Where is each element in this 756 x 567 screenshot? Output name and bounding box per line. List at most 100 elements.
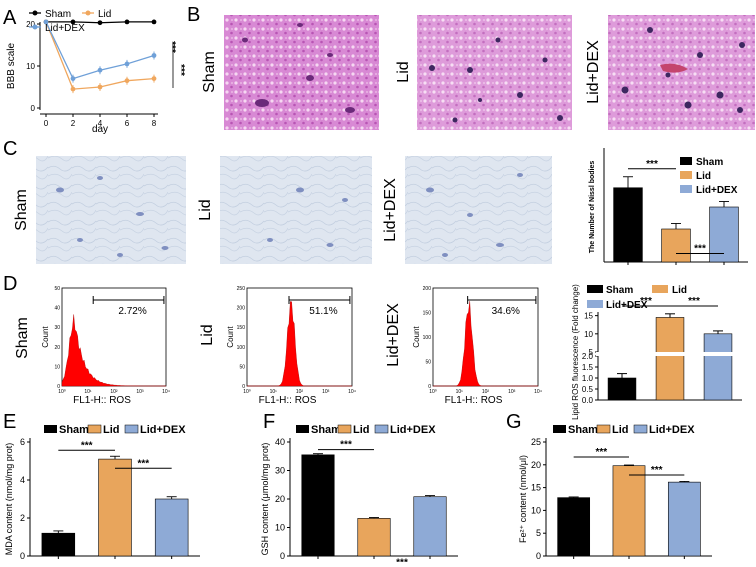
data-point: [70, 19, 76, 25]
legend-g-lid: Lid: [612, 424, 629, 436]
bar-sham: [41, 532, 76, 557]
flow-x-label: FL1-H:: ROS: [73, 395, 131, 406]
legend-d-lid: Lid: [672, 285, 687, 296]
flow-y-tick: 200: [237, 306, 246, 312]
bar-lid: [655, 317, 685, 401]
flow-x-label: FL1-H:: ROS: [259, 395, 317, 406]
data-point: [124, 19, 130, 25]
data-point: [124, 78, 130, 84]
nissl-image-lid: [220, 156, 372, 264]
flow-y-tick: 0: [57, 384, 60, 390]
data-point: [124, 61, 130, 67]
y-tick-label: 0.5: [582, 385, 594, 394]
legend-marker-lid: [85, 10, 91, 16]
flow-x-tick: 10⁰: [243, 389, 251, 395]
data-point: [97, 84, 103, 90]
data-point: [70, 76, 76, 81]
y-tick-label: 2.0: [582, 352, 594, 361]
legend-lid: Lid: [98, 9, 111, 20]
y-tick-label: 0: [31, 104, 36, 113]
flow-y-tick: 200: [423, 286, 432, 292]
y-tick-label: 6: [20, 437, 25, 447]
legend-f-lid: Lid: [353, 424, 370, 436]
flow-x-tick: 10³: [322, 389, 330, 395]
legend-sham: Sham: [45, 9, 71, 20]
flow-x-tick: 10²: [482, 389, 490, 395]
y-tick-label: 0: [20, 551, 25, 561]
y-tick-label: 0.0: [582, 396, 594, 405]
flow-x-tick: 10¹: [456, 389, 464, 395]
y-tick-label: 10: [26, 62, 35, 71]
legend-swatch-sham: [553, 425, 566, 433]
gate-percent: 51.1%: [309, 306, 337, 317]
flow-y-label: Count: [226, 326, 235, 348]
nissl-label-dex: Lid+DEX: [382, 178, 399, 242]
flow-x-tick: 10³: [136, 389, 144, 395]
legend-g: Sham Lid Lid+DEX: [553, 424, 695, 436]
y-tick-label: 40: [275, 437, 285, 447]
legend-e: Sham Lid Lid+DEX: [44, 424, 186, 436]
legend-c-dex: Lid+DEX: [696, 185, 738, 196]
x-tick-label: 4: [98, 119, 103, 128]
nissl-cells-sham: [56, 176, 169, 257]
sig-label: ***: [595, 447, 607, 458]
bar-lid+dex: [709, 206, 739, 263]
x-tick-label: 8: [152, 119, 157, 128]
legend-f-sham: Sham: [311, 424, 341, 436]
flow-y-tick: 150: [237, 325, 246, 331]
legend-c-sham: Sham: [696, 157, 723, 168]
sig-label: ***: [137, 458, 149, 469]
y-tick-label: 10: [584, 330, 593, 339]
flow-y-tick: 20: [54, 345, 60, 351]
sig-a-1: ***: [166, 41, 177, 53]
bar-lid: [357, 518, 391, 557]
legend-e-dex: Lid+DEX: [140, 424, 186, 436]
y-axis-label: The Number of Nissl bodies: [589, 161, 596, 254]
data-point: [97, 20, 103, 26]
sig-label: ***: [688, 296, 700, 307]
legend-marker-sham: [32, 10, 38, 16]
legend-f: Sham Lid Lid+DEX: [296, 424, 436, 436]
y-axis-label: GSH content (μmol/mg prot): [260, 443, 270, 556]
y-axis-label: Fe²⁺ content (nmol/μl): [518, 455, 528, 543]
panel-b: Sham Lid Lid+DEX: [201, 15, 755, 130]
gate-percent: 34.6%: [492, 306, 520, 317]
y-tick-label: 0: [280, 551, 285, 561]
y-tick-label: 4: [20, 475, 25, 485]
y-tick-label: 25: [531, 437, 541, 447]
sig-label: ***: [646, 159, 658, 170]
flow-x-tick: 10³: [508, 389, 516, 395]
legend-swatch-lid: [652, 285, 668, 293]
flow-x-tick: 10¹: [84, 389, 92, 395]
data-point: [151, 19, 157, 25]
y-tick-label: 5: [589, 348, 594, 357]
panel-label-b: B: [187, 4, 200, 26]
bar-lid+dex: [667, 481, 701, 557]
he-cells-lid: [429, 37, 563, 123]
bar-lid: [612, 465, 646, 557]
sig-a-2: ***: [175, 64, 186, 76]
x-axis-label: day: [92, 124, 108, 135]
flow-y-tick: 40: [54, 306, 60, 312]
bar-lid: [98, 458, 132, 557]
y-axis-label: MDA content (nmol/mg prot): [4, 443, 14, 556]
he-label-lid: Lid: [395, 61, 412, 82]
legend-swatch-dex: [374, 424, 389, 434]
bar-lid: [661, 228, 691, 263]
legend-swatch-sham: [44, 425, 57, 433]
bar-sham: [301, 454, 335, 557]
gate-percent: 2.72%: [118, 306, 146, 317]
y-tick-label: 1.0: [582, 374, 594, 383]
flow-x-tick: 10²: [110, 389, 118, 395]
legend-dex: Lid+DEX: [45, 23, 85, 34]
he-cells-dex: [621, 27, 745, 113]
flow-y-tick: 0: [242, 384, 245, 390]
panel-label-f: F: [263, 411, 275, 433]
sig-label: ***: [651, 465, 663, 476]
y-axis-label: BBB scale: [6, 42, 17, 89]
legend: Sham Lid Lid+DEX: [29, 9, 111, 34]
bar-lid+dex: [154, 498, 189, 557]
data-point: [151, 53, 157, 58]
